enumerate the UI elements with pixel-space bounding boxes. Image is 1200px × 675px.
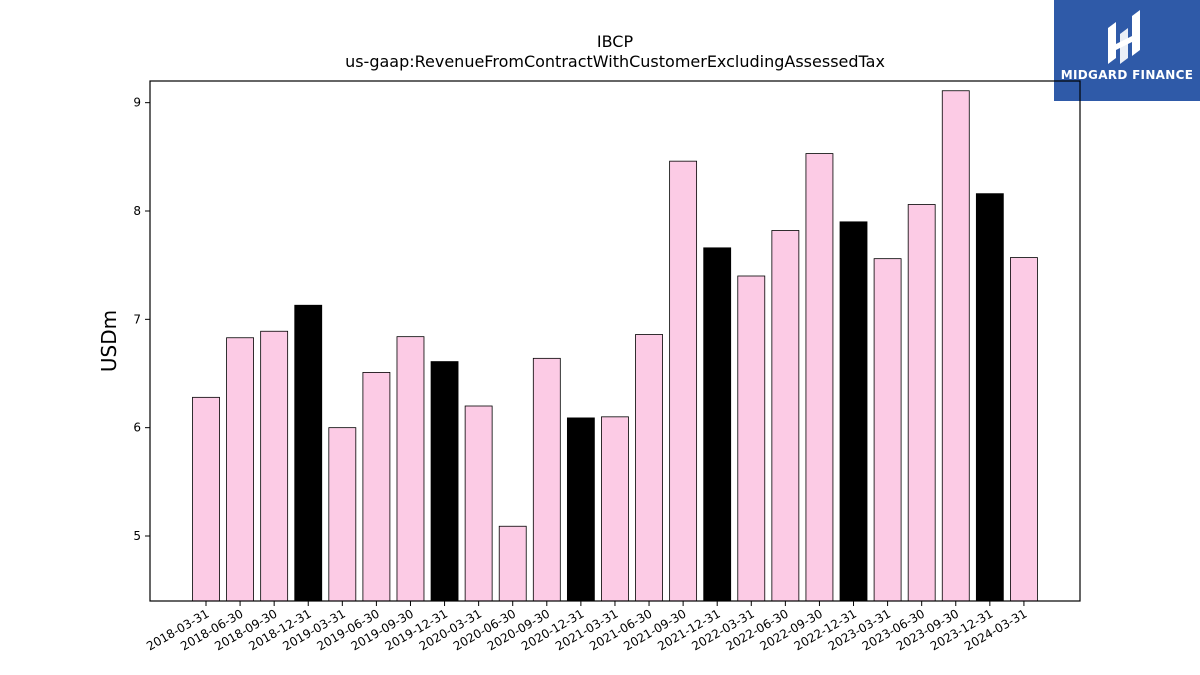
midgard-logo-icon xyxy=(1108,10,1140,64)
bar-2023-06-30 xyxy=(907,204,936,602)
y-tick-label: 8 xyxy=(133,204,141,218)
bar-2021-09-30 xyxy=(669,160,698,602)
bar-2019-03-31 xyxy=(328,427,357,602)
bar-2023-12-31 xyxy=(975,193,1004,602)
bar-2020-12-31 xyxy=(566,417,595,602)
bar-2024-03-31 xyxy=(1010,257,1038,602)
bar-2021-03-31 xyxy=(601,416,629,602)
bar-2020-06-30 xyxy=(498,525,527,602)
bar-2018-06-30 xyxy=(226,337,254,602)
bar-2021-12-31 xyxy=(703,247,732,602)
bar-2019-09-30 xyxy=(396,336,425,602)
bar-2021-06-30 xyxy=(635,334,663,602)
y-axis: 5 6 7 8 9 xyxy=(133,96,150,543)
chart-title: IBCP xyxy=(596,32,634,51)
y-axis-label: USDm xyxy=(97,310,121,372)
bar-2022-03-31 xyxy=(737,275,766,602)
y-tick-label: 5 xyxy=(133,529,141,543)
bar-2023-09-30 xyxy=(941,90,970,602)
bar-2020-09-30 xyxy=(532,357,561,602)
bar-2019-12-31 xyxy=(430,361,459,602)
bar-2020-03-31 xyxy=(464,405,493,602)
bar-2022-09-30 xyxy=(805,153,834,602)
bar-2019-06-30 xyxy=(362,372,391,602)
y-tick-label: 7 xyxy=(133,312,141,326)
bar-2018-09-30 xyxy=(260,330,289,602)
bars-group xyxy=(192,90,1038,602)
bar-2022-06-30 xyxy=(771,230,800,602)
bar-2018-03-31 xyxy=(192,396,220,602)
y-tick-label: 9 xyxy=(133,96,141,110)
logo-text: MIDGARD FINANCE xyxy=(1060,68,1194,82)
bar-2023-03-31 xyxy=(873,258,902,602)
bar-2018-12-31 xyxy=(294,304,323,602)
midgard-finance-logo: MIDGARD FINANCE xyxy=(1054,0,1200,101)
chart-subtitle: us-gaap:RevenueFromContractWithCustomerE… xyxy=(345,52,885,71)
x-axis: 2018-03-312018-06-302018-09-302018-12-31… xyxy=(144,601,1029,653)
y-tick-label: 6 xyxy=(133,421,141,435)
bar-2022-12-31 xyxy=(839,221,868,602)
